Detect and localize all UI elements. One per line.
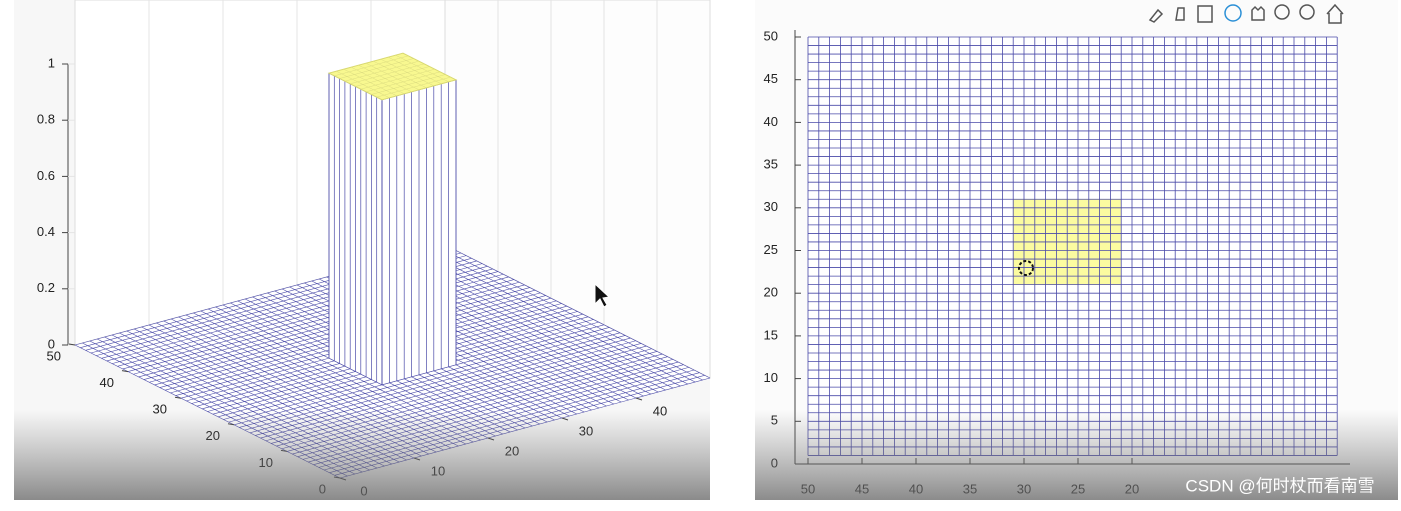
x-tick [635, 397, 643, 401]
y-tick-label: 40 [764, 114, 778, 129]
tool-legend[interactable] [1197, 5, 1213, 23]
top-line [350, 63, 425, 85]
y-tick [121, 370, 129, 373]
tool-pan[interactable] [1251, 5, 1265, 21]
mesh-line [437, 246, 703, 381]
y-tick [174, 396, 182, 399]
y-tick-label: 50 [764, 28, 778, 43]
y-tick-label: 35 [764, 157, 778, 172]
mouse-cursor [594, 282, 611, 308]
mesh-line [444, 244, 711, 379]
y-tick [68, 343, 76, 346]
tool-brush[interactable] [1148, 8, 1164, 23]
top-line [395, 54, 449, 83]
top-line [339, 58, 414, 79]
tool-home[interactable] [1326, 3, 1344, 24]
z-tick-label: 0.2 [37, 280, 55, 295]
y-tick-label: 30 [764, 199, 778, 214]
y-tick-label: 40 [100, 375, 114, 390]
mesh-line [415, 252, 681, 387]
tool-rotate[interactable] [1224, 4, 1242, 22]
y-tick-label: 10 [764, 370, 778, 385]
toolbar [1148, 3, 1344, 24]
y-tick-label: 45 [764, 71, 778, 86]
z-tick-label: 0.4 [37, 224, 55, 239]
top-line [388, 56, 442, 85]
mesh-line [422, 250, 688, 385]
y-tick-label: 15 [764, 327, 778, 342]
top-line [373, 60, 427, 89]
tool-zoom-out[interactable] [1299, 4, 1315, 20]
y-tick-label: 25 [764, 242, 778, 257]
z-tick-label: 0.6 [37, 168, 55, 183]
top-line [334, 55, 409, 77]
left-shade [14, 410, 710, 500]
tool-datatip[interactable] [1175, 7, 1185, 21]
z-tick-label: 1 [48, 55, 55, 70]
y-tick-label: 20 [764, 285, 778, 300]
top-line [344, 60, 419, 82]
right-plot: 0510152025303540455050454035302520 [764, 28, 1350, 496]
z-tick-label: 0.8 [37, 112, 55, 127]
busy-indicator [1018, 260, 1034, 276]
right-shade [755, 410, 1398, 500]
y-tick-label: 50 [47, 348, 61, 363]
mesh-line [430, 248, 696, 383]
top-line [355, 66, 430, 87]
tool-zoom-in[interactable] [1274, 4, 1290, 20]
top-line [380, 58, 434, 87]
watermark: CSDN @何时杖而看南雪 [1185, 476, 1374, 495]
z-tick-label: 0 [48, 336, 55, 351]
